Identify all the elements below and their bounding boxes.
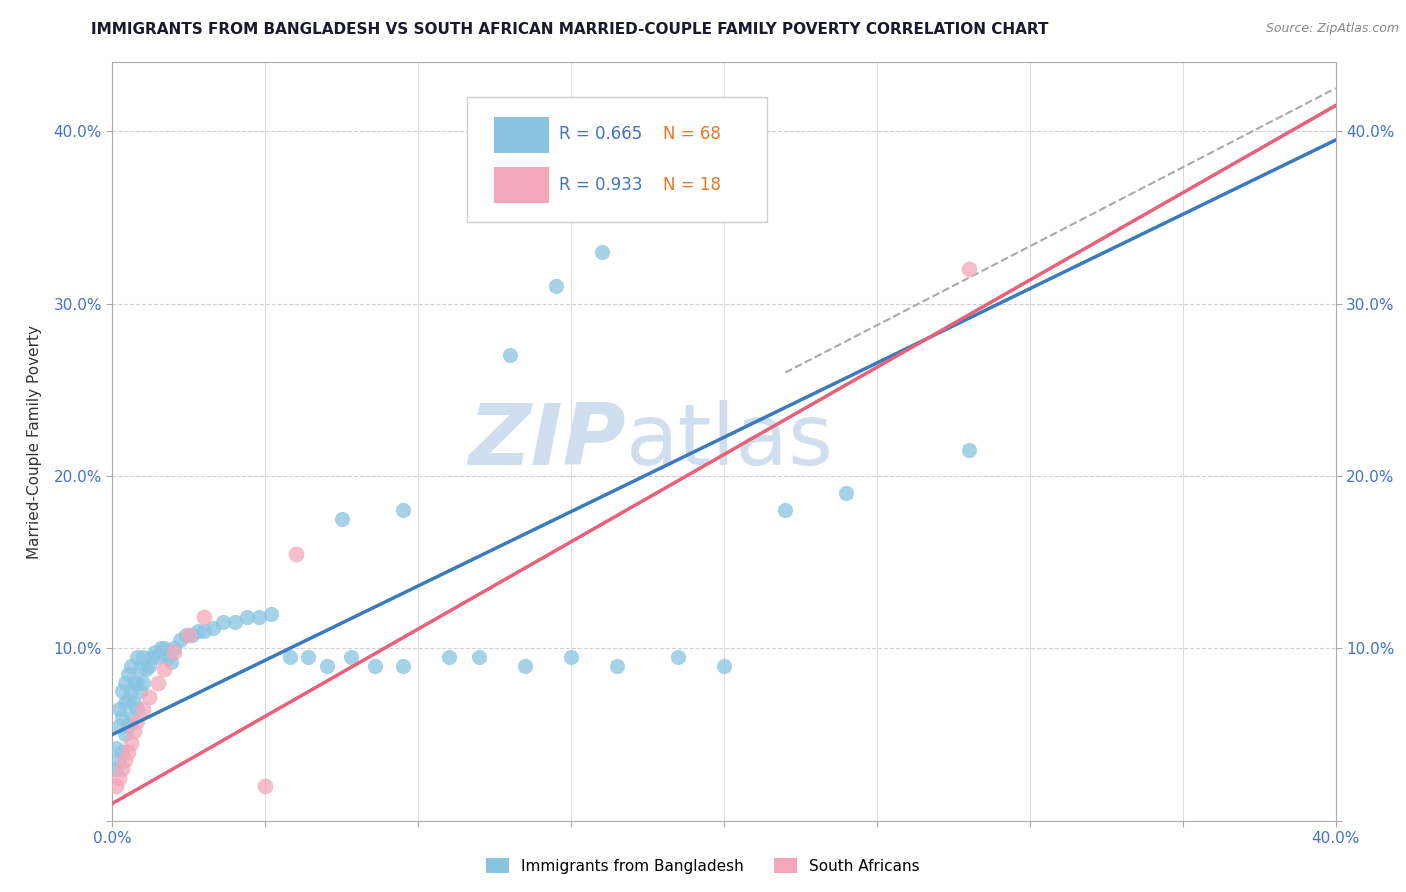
Point — [138, 658, 160, 673]
Point — [163, 641, 186, 656]
Point — [138, 690, 160, 704]
Point — [125, 701, 148, 715]
Y-axis label: Married-Couple Family Poverty: Married-Couple Family Poverty — [28, 325, 42, 558]
Point — [122, 675, 145, 690]
Text: N = 18: N = 18 — [664, 177, 721, 194]
Point — [141, 649, 163, 664]
Point — [125, 714, 148, 728]
Point — [591, 244, 613, 259]
Point — [132, 701, 155, 715]
Text: Source: ZipAtlas.com: Source: ZipAtlas.com — [1265, 22, 1399, 36]
Point — [104, 762, 127, 776]
Point — [132, 675, 155, 690]
FancyBboxPatch shape — [494, 167, 550, 203]
Point — [125, 649, 148, 664]
Point — [236, 610, 259, 624]
Point — [117, 745, 139, 759]
Point — [499, 348, 522, 362]
Point — [340, 649, 363, 664]
Point — [713, 658, 735, 673]
Point — [117, 667, 139, 681]
Point — [297, 649, 319, 664]
Point — [143, 645, 166, 659]
Point — [117, 719, 139, 733]
Point — [202, 621, 225, 635]
Text: R = 0.665: R = 0.665 — [560, 126, 643, 144]
Point — [315, 658, 337, 673]
Text: ZIP: ZIP — [468, 400, 626, 483]
Point — [111, 710, 134, 724]
Point — [775, 503, 797, 517]
Point — [278, 649, 301, 664]
Point — [148, 649, 170, 664]
Point — [120, 658, 142, 673]
Point — [606, 658, 628, 673]
Point — [104, 741, 127, 756]
Point — [260, 607, 283, 621]
Point — [120, 684, 142, 698]
Point — [132, 649, 155, 664]
Point — [666, 649, 689, 664]
Point — [153, 662, 176, 676]
Point — [247, 610, 270, 624]
Point — [111, 762, 134, 776]
Point — [104, 779, 127, 793]
Point — [111, 745, 134, 759]
Point — [125, 675, 148, 690]
Point — [117, 693, 139, 707]
Point — [254, 779, 277, 793]
Point — [129, 684, 152, 698]
Text: atlas: atlas — [626, 400, 834, 483]
Point — [174, 627, 197, 641]
Point — [364, 658, 387, 673]
Point — [163, 645, 186, 659]
FancyBboxPatch shape — [494, 117, 550, 153]
Point — [330, 512, 353, 526]
Point — [224, 615, 246, 630]
Point — [193, 624, 215, 639]
Point — [835, 486, 858, 500]
Text: IMMIGRANTS FROM BANGLADESH VS SOUTH AFRICAN MARRIED-COUPLE FAMILY POVERTY CORREL: IMMIGRANTS FROM BANGLADESH VS SOUTH AFRI… — [91, 22, 1049, 37]
Point — [159, 655, 181, 669]
Point — [107, 753, 129, 767]
Point — [122, 697, 145, 711]
Point — [107, 771, 129, 785]
Point — [560, 649, 582, 664]
Point — [114, 753, 136, 767]
Point — [114, 697, 136, 711]
Point — [111, 684, 134, 698]
Point — [177, 627, 200, 641]
Point — [544, 279, 567, 293]
Point — [120, 710, 142, 724]
Point — [437, 649, 460, 664]
Point — [181, 627, 204, 641]
Point — [392, 658, 415, 673]
Point — [114, 727, 136, 741]
Point — [135, 662, 157, 676]
Point — [129, 662, 152, 676]
Point — [515, 658, 537, 673]
Point — [957, 443, 980, 458]
Point — [169, 632, 191, 647]
Point — [148, 675, 170, 690]
Point — [156, 649, 179, 664]
Point — [468, 649, 491, 664]
Point — [211, 615, 233, 630]
Point — [122, 724, 145, 739]
Point — [153, 641, 176, 656]
Point — [957, 262, 980, 277]
Text: R = 0.933: R = 0.933 — [560, 177, 643, 194]
Point — [284, 547, 308, 561]
Point — [107, 719, 129, 733]
Point — [150, 641, 173, 656]
Point — [120, 736, 142, 750]
Legend: Immigrants from Bangladesh, South Africans: Immigrants from Bangladesh, South Africa… — [479, 852, 927, 880]
Text: N = 68: N = 68 — [664, 126, 721, 144]
Point — [107, 701, 129, 715]
Point — [193, 610, 215, 624]
Point — [187, 624, 209, 639]
FancyBboxPatch shape — [467, 96, 766, 221]
Point — [114, 675, 136, 690]
Point — [392, 503, 415, 517]
